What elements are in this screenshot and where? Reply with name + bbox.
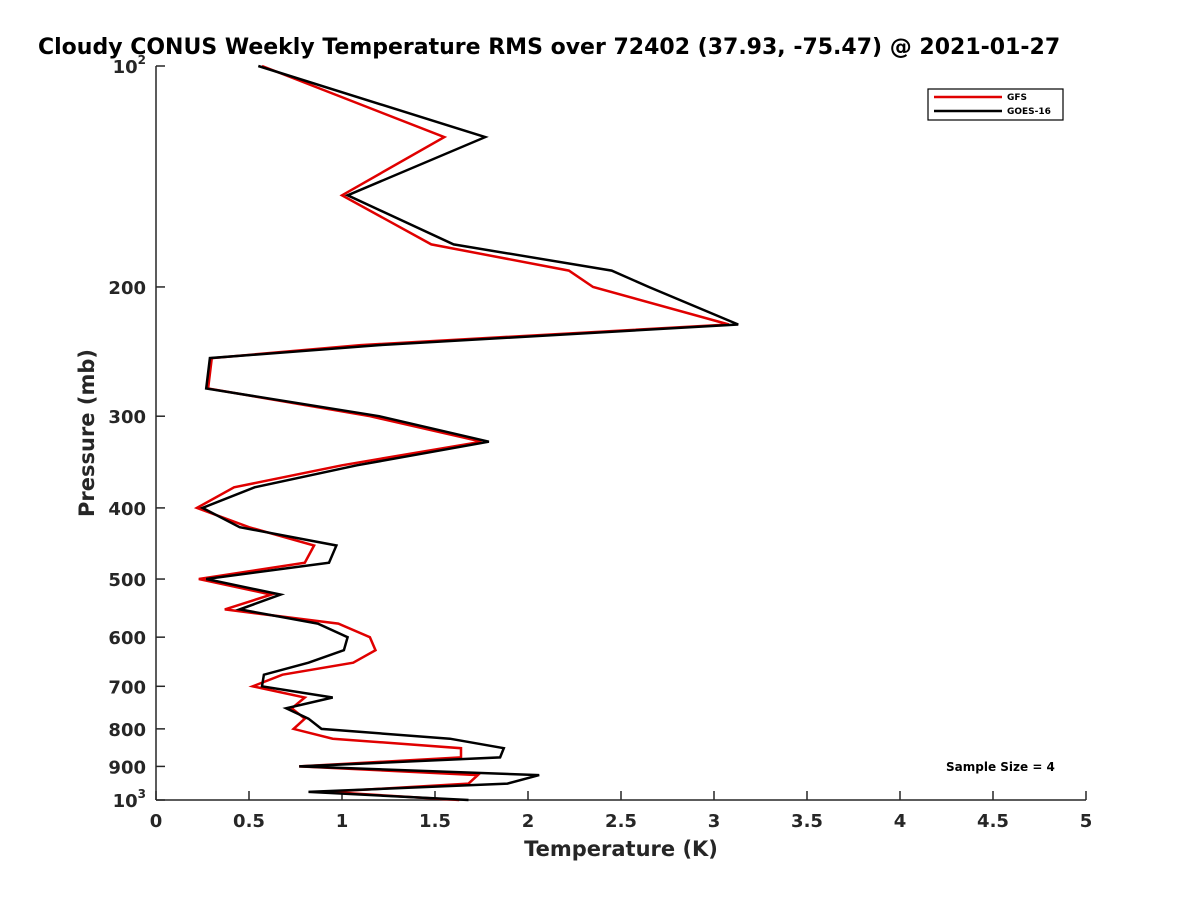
x-tick-label: 3.5 xyxy=(791,811,823,832)
y-tick-label: 700 xyxy=(108,677,146,698)
chart-title: Cloudy CONUS Weekly Temperature RMS over… xyxy=(38,35,1060,60)
legend-box xyxy=(927,88,1064,121)
legend: GFS GOES-16 xyxy=(927,88,1064,121)
legend-label-goes16: GOES-16 xyxy=(1007,107,1051,117)
x-tick-label: 3 xyxy=(708,811,721,832)
y-tick-label: 900 xyxy=(108,757,146,778)
x-tick-label: 2 xyxy=(522,811,535,832)
y-tick-label: 800 xyxy=(108,720,146,741)
y-tick-label: 400 xyxy=(108,499,146,520)
y-tick-label: 200 xyxy=(108,278,146,299)
x-tick-label: 0 xyxy=(150,811,163,832)
y-axis-label: Pressure (mb) xyxy=(75,349,99,517)
series-line-goes16 xyxy=(199,64,739,802)
x-tick-label: 4.5 xyxy=(977,811,1009,832)
y-tick-label: 102 xyxy=(113,53,146,78)
y-tick-label: 300 xyxy=(108,407,146,428)
x-tick-label: 2.5 xyxy=(605,811,637,832)
y-tick-label: 103 xyxy=(113,787,146,812)
y-tick-label: 600 xyxy=(108,628,146,649)
series-layer xyxy=(193,64,739,802)
x-axis-ticks: 0 0.5 1 1.5 2 2.5 3 3.5 4 4.5 5 xyxy=(150,791,1093,832)
x-tick-label: 0.5 xyxy=(233,811,265,832)
y-tick-label: 500 xyxy=(108,570,146,591)
legend-label-gfs: GFS xyxy=(1007,93,1027,103)
series-line-gfs xyxy=(193,64,730,802)
x-tick-label: 1.5 xyxy=(419,811,451,832)
y-axis-ticks: 102 200 300 400 500 600 700 800 900 103 xyxy=(108,53,165,812)
sample-size-annotation: Sample Size = 4 xyxy=(946,760,1055,774)
x-axis-label: Temperature (K) xyxy=(524,837,718,861)
x-tick-label: 1 xyxy=(336,811,349,832)
x-tick-label: 4 xyxy=(894,811,907,832)
x-tick-label: 5 xyxy=(1080,811,1093,832)
